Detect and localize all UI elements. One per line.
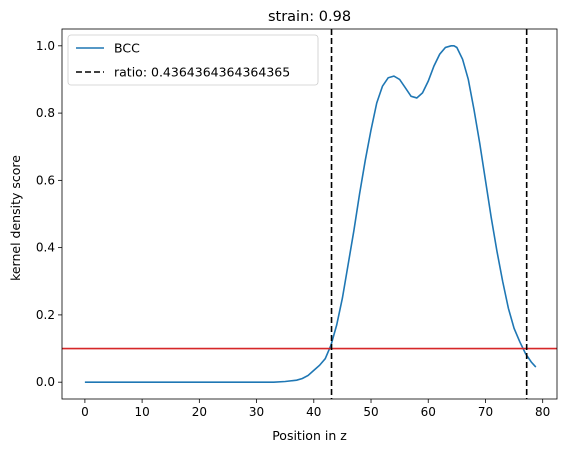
x-tick-label: 10 xyxy=(134,405,149,419)
x-tick-label: 70 xyxy=(478,405,493,419)
series-line-bcc xyxy=(84,45,537,383)
chart-title: strain: 0.98 xyxy=(268,9,351,25)
x-tick-label: 60 xyxy=(421,405,436,419)
y-tick-label: 0.2 xyxy=(36,308,55,322)
x-tick-label: 80 xyxy=(535,405,550,419)
x-tick-label: 50 xyxy=(363,405,378,419)
x-axis-label: Position in z xyxy=(272,428,347,443)
x-tick-label: 30 xyxy=(249,405,264,419)
legend-box xyxy=(67,34,319,86)
y-tick-label: 0.0 xyxy=(36,375,55,389)
y-tick-label: 0.6 xyxy=(36,173,55,187)
plot-area: 0 10 20 30 40 50 60 70 80 0.0 0.2 0.4 0.6 0.8 1.0 BCC ra… xyxy=(36,28,558,419)
plot-frame xyxy=(61,28,558,400)
y-tick-label: 0.4 xyxy=(36,241,55,255)
legend-label: ratio: 0.4364364364364365 xyxy=(114,65,290,80)
x-tick-label: 40 xyxy=(306,405,321,419)
x-tick-label: 0 xyxy=(81,405,89,419)
y-tick-label: 1.0 xyxy=(36,39,55,53)
legend-label: BCC xyxy=(114,41,140,56)
x-tick-label: 20 xyxy=(192,405,207,419)
y-tick-label: 0.8 xyxy=(36,106,55,120)
y-axis-label: kernel density score xyxy=(8,155,23,281)
